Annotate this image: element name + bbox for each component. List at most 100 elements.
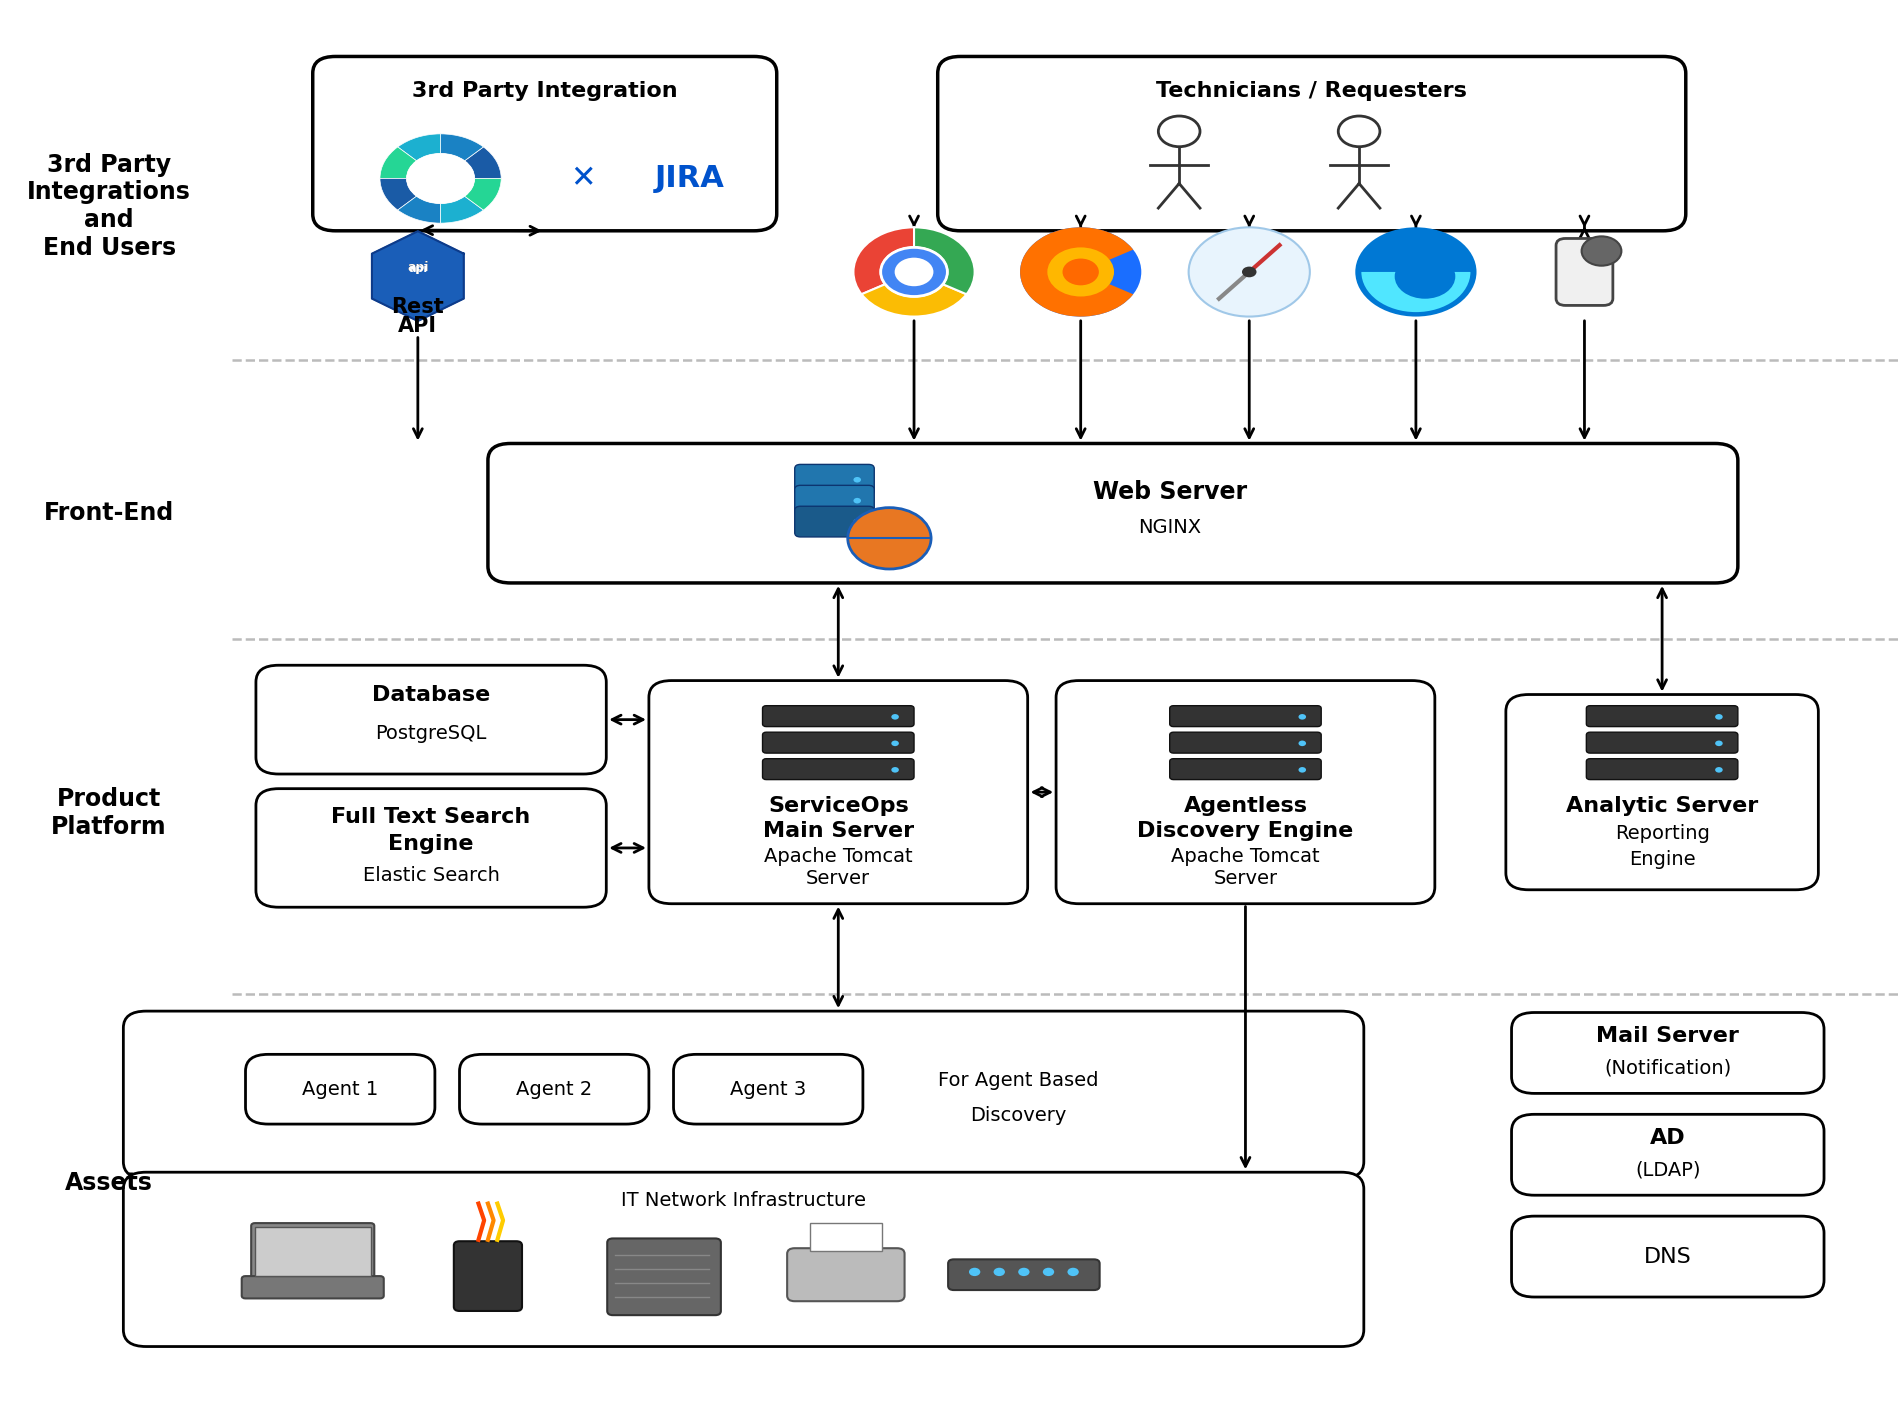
FancyBboxPatch shape <box>1056 680 1435 904</box>
Text: (Notification): (Notification) <box>1604 1059 1732 1078</box>
Text: Server: Server <box>1214 868 1277 888</box>
Circle shape <box>1715 741 1722 746</box>
Circle shape <box>1395 254 1456 299</box>
Wedge shape <box>441 196 483 223</box>
Text: Engine: Engine <box>388 833 474 854</box>
Text: Agent 3: Agent 3 <box>731 1080 807 1099</box>
FancyBboxPatch shape <box>255 788 607 908</box>
Text: 3rd Party Integration: 3rd Party Integration <box>411 80 677 101</box>
FancyBboxPatch shape <box>1587 759 1737 780</box>
Text: AD: AD <box>1650 1128 1686 1148</box>
Text: JIRA: JIRA <box>655 164 725 194</box>
Text: Rest: Rest <box>392 297 443 317</box>
Circle shape <box>1715 714 1722 720</box>
FancyBboxPatch shape <box>1170 732 1321 753</box>
Wedge shape <box>398 133 441 161</box>
Text: api: api <box>407 261 428 274</box>
FancyBboxPatch shape <box>938 56 1686 231</box>
Text: Apache Tomcat: Apache Tomcat <box>763 847 913 866</box>
Text: Apache Tomcat: Apache Tomcat <box>1170 847 1321 866</box>
Text: Web Server: Web Server <box>1092 480 1246 504</box>
Circle shape <box>1047 247 1113 296</box>
Text: Agent 2: Agent 2 <box>516 1080 592 1099</box>
Circle shape <box>1355 227 1477 317</box>
Circle shape <box>1298 767 1305 773</box>
Circle shape <box>1020 227 1142 317</box>
FancyBboxPatch shape <box>255 1228 371 1277</box>
Circle shape <box>853 477 860 483</box>
Circle shape <box>1018 1268 1030 1277</box>
Text: Agentless: Agentless <box>1184 796 1307 817</box>
Circle shape <box>969 1268 980 1277</box>
FancyBboxPatch shape <box>1170 759 1321 780</box>
FancyBboxPatch shape <box>763 706 913 727</box>
FancyBboxPatch shape <box>795 485 873 516</box>
Text: IT Network Infrastructure: IT Network Infrastructure <box>620 1191 866 1211</box>
Circle shape <box>881 247 948 296</box>
FancyBboxPatch shape <box>459 1054 649 1124</box>
Text: Discovery: Discovery <box>971 1106 1066 1125</box>
FancyBboxPatch shape <box>607 1239 721 1315</box>
FancyBboxPatch shape <box>788 1249 904 1301</box>
Wedge shape <box>464 147 500 178</box>
FancyBboxPatch shape <box>124 1012 1364 1179</box>
FancyBboxPatch shape <box>763 732 913 753</box>
Wedge shape <box>381 178 417 210</box>
FancyBboxPatch shape <box>1557 239 1614 306</box>
Circle shape <box>1581 236 1621 265</box>
Text: Full Text Search: Full Text Search <box>331 807 531 828</box>
FancyBboxPatch shape <box>251 1223 375 1280</box>
Wedge shape <box>464 178 500 210</box>
Wedge shape <box>913 227 974 295</box>
FancyBboxPatch shape <box>312 56 776 231</box>
FancyBboxPatch shape <box>649 680 1028 904</box>
Text: NGINX: NGINX <box>1138 518 1201 537</box>
FancyBboxPatch shape <box>1511 1013 1825 1093</box>
Text: Elastic Search: Elastic Search <box>363 866 500 885</box>
Text: Database: Database <box>371 685 491 704</box>
FancyBboxPatch shape <box>487 443 1737 584</box>
Text: Server: Server <box>807 868 870 888</box>
Wedge shape <box>381 147 417 178</box>
Text: Assets: Assets <box>65 1170 152 1195</box>
Circle shape <box>891 714 898 720</box>
Circle shape <box>847 508 931 570</box>
FancyBboxPatch shape <box>1511 1216 1825 1296</box>
Text: Reporting: Reporting <box>1614 825 1709 843</box>
FancyBboxPatch shape <box>124 1172 1364 1347</box>
FancyBboxPatch shape <box>1511 1114 1825 1195</box>
FancyBboxPatch shape <box>1587 732 1737 753</box>
Text: (LDAP): (LDAP) <box>1635 1160 1701 1180</box>
Text: Front-End: Front-End <box>44 501 175 525</box>
Text: PostgreSQL: PostgreSQL <box>375 724 487 744</box>
Circle shape <box>407 153 474 203</box>
Circle shape <box>1068 1268 1079 1277</box>
Text: For Agent Based: For Agent Based <box>938 1072 1098 1090</box>
Text: Engine: Engine <box>1629 850 1696 868</box>
FancyBboxPatch shape <box>811 1223 881 1251</box>
Polygon shape <box>371 231 464 321</box>
FancyBboxPatch shape <box>245 1054 436 1124</box>
Circle shape <box>853 519 860 525</box>
Circle shape <box>1298 714 1305 720</box>
Circle shape <box>993 1268 1005 1277</box>
Circle shape <box>853 498 860 504</box>
Text: DNS: DNS <box>1644 1247 1692 1267</box>
Text: 3rd Party
Integrations
and
End Users: 3rd Party Integrations and End Users <box>27 153 190 260</box>
Text: Mail Server: Mail Server <box>1597 1026 1739 1047</box>
Text: Analytic Server: Analytic Server <box>1566 796 1758 817</box>
Circle shape <box>891 767 898 773</box>
Circle shape <box>1062 258 1098 285</box>
Circle shape <box>1243 267 1256 278</box>
FancyBboxPatch shape <box>255 665 607 774</box>
Circle shape <box>891 741 898 746</box>
Text: Agent 1: Agent 1 <box>303 1080 379 1099</box>
Wedge shape <box>398 196 441 223</box>
FancyBboxPatch shape <box>795 464 873 495</box>
Wedge shape <box>1020 227 1132 317</box>
Text: Product
Platform: Product Platform <box>51 787 167 839</box>
Text: Discovery Engine: Discovery Engine <box>1138 821 1353 842</box>
FancyBboxPatch shape <box>795 506 873 537</box>
FancyBboxPatch shape <box>763 759 913 780</box>
FancyBboxPatch shape <box>674 1054 862 1124</box>
